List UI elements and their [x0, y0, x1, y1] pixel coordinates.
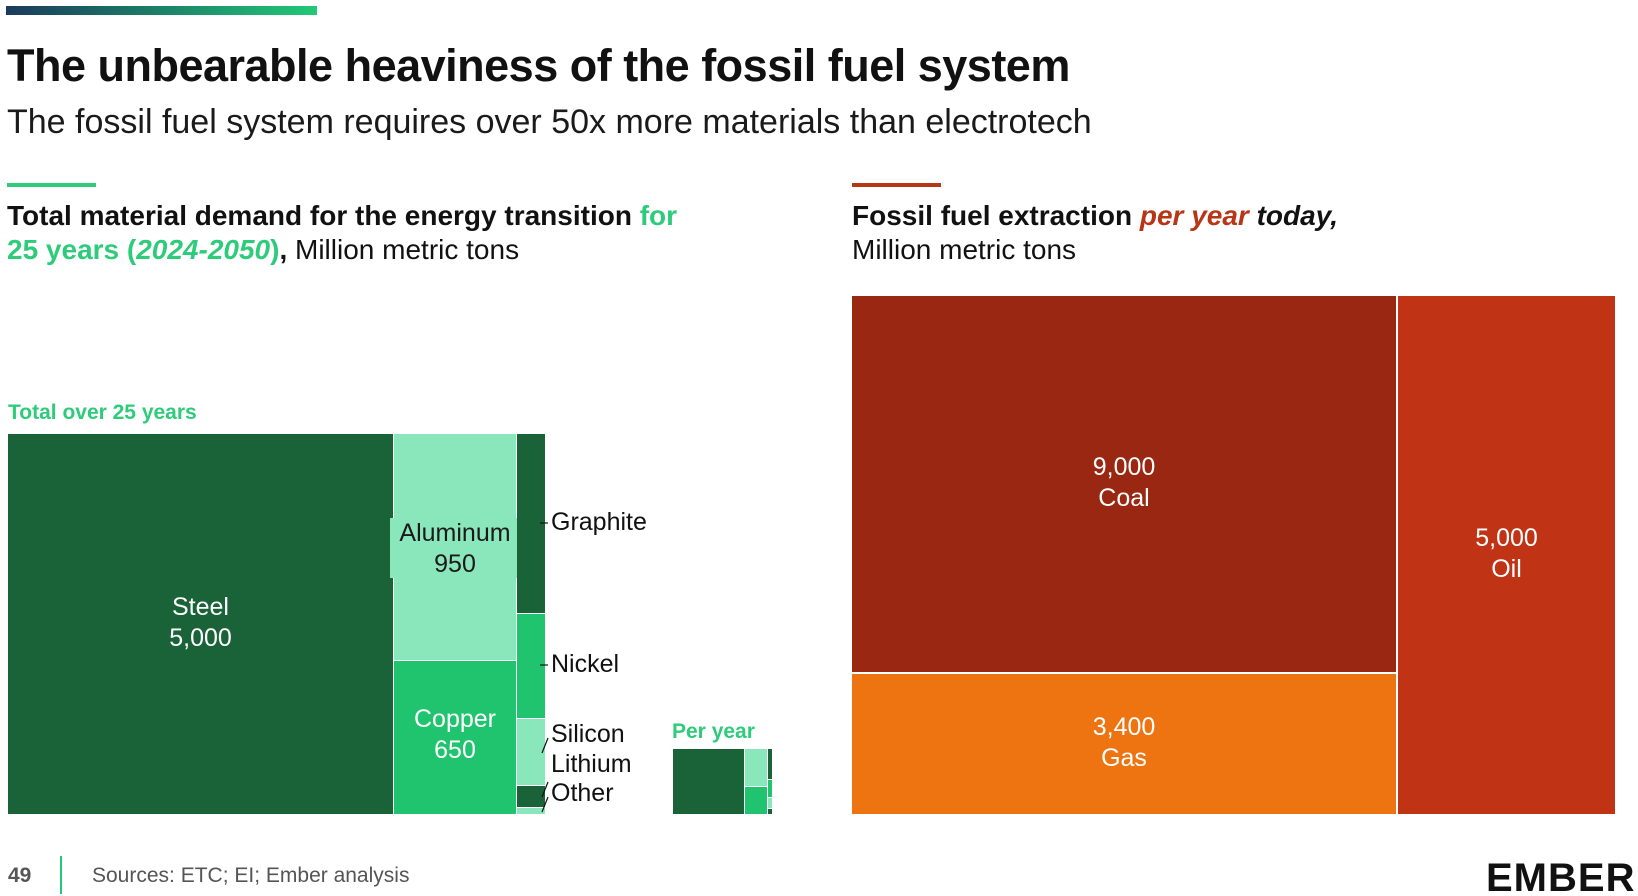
left-title-close: )	[270, 234, 280, 265]
tile-gas-text: 3,400 Gas	[852, 712, 1396, 774]
tile-aluminum-text: Aluminum 950	[390, 518, 520, 580]
tile-aluminum-label-box: Aluminum 950	[390, 518, 520, 578]
silicon-label: Silicon	[551, 720, 625, 748]
right-chart-title: Fossil fuel extraction per year today, M…	[852, 199, 1612, 267]
ember-logo: EMBER	[1486, 856, 1636, 896]
tile-oil: 5,000 Oil	[1398, 296, 1615, 814]
per-year-label: Per year	[672, 720, 755, 743]
nickel-label: Nickel	[551, 650, 620, 678]
tile-copper-text: Copper 650	[394, 704, 516, 766]
left-title-for: for	[639, 200, 678, 231]
right-title-unit: Million metric tons	[852, 234, 1077, 265]
tile-coal-label: Coal	[1098, 484, 1150, 512]
tile-nickel	[517, 614, 545, 718]
tile-gas: 3,400 Gas	[852, 674, 1396, 814]
tile-aluminum-label: Aluminum	[399, 519, 511, 547]
tile-silicon	[517, 719, 545, 785]
left-title-unit: Million metric tons	[295, 234, 520, 265]
tile-steel-text: Steel 5,000	[8, 592, 393, 654]
tile-gas-label: Gas	[1101, 744, 1147, 772]
right-title-today: today,	[1248, 200, 1339, 231]
mini-aluminum	[745, 749, 767, 786]
left-accent-line	[7, 183, 96, 187]
lithium-label: Lithium	[551, 750, 632, 778]
leader-other	[541, 796, 549, 813]
tile-steel-value: 5,000	[169, 624, 232, 652]
mini-lithium	[768, 809, 772, 814]
mini-steel	[673, 749, 744, 814]
tile-copper-value: 650	[434, 736, 476, 764]
left-chart-title: Total material demand for the energy tra…	[7, 199, 767, 267]
tile-lithium	[517, 786, 545, 807]
leader-lithium	[541, 781, 549, 798]
tile-other	[517, 808, 545, 814]
left-title-range: 2024-2050	[136, 234, 271, 265]
left-title-years: 25 years (	[7, 234, 137, 265]
mini-copper	[745, 787, 767, 814]
left-title-comma: ,	[279, 234, 296, 265]
tile-steel: Steel 5,000	[8, 434, 393, 814]
tile-copper: Copper 650	[394, 661, 516, 814]
other-label: Other	[551, 779, 614, 807]
total-over-25-years-label: Total over 25 years	[8, 401, 197, 424]
tile-aluminum-value: 950	[434, 550, 476, 578]
right-title-main: Fossil fuel extraction	[852, 200, 1140, 231]
left-title-main: Total material demand for the energy tra…	[7, 200, 640, 231]
mini-silicon	[768, 798, 772, 808]
page-number: 49	[8, 864, 32, 887]
graphite-label: Graphite	[551, 508, 647, 536]
page-title: The unbearable heaviness of the fossil f…	[7, 40, 1070, 91]
right-accent-line	[852, 183, 941, 187]
page-subtitle: The fossil fuel system requires over 50x…	[7, 103, 1092, 141]
mini-nickel	[768, 780, 772, 797]
tile-oil-label: Oil	[1491, 555, 1522, 583]
right-title-per-year: per year	[1139, 200, 1249, 231]
tile-coal-value: 9,000	[1092, 453, 1156, 481]
tile-steel-label: Steel	[172, 593, 229, 621]
leader-silicon	[541, 737, 549, 754]
mini-graphite	[768, 749, 772, 779]
tile-copper-label: Copper	[414, 705, 496, 733]
footer-divider	[60, 856, 62, 894]
tile-gas-value: 3,400	[1092, 713, 1156, 741]
tile-oil-value: 5,000	[1475, 524, 1538, 552]
tile-coal-text: 9,000 Coal	[852, 452, 1396, 514]
tile-coal: 9,000 Coal	[852, 296, 1396, 672]
top-accent-bar	[6, 6, 317, 15]
sources-text: Sources: ETC; EI; Ember analysis	[92, 864, 410, 887]
tile-oil-text: 5,000 Oil	[1398, 523, 1615, 585]
